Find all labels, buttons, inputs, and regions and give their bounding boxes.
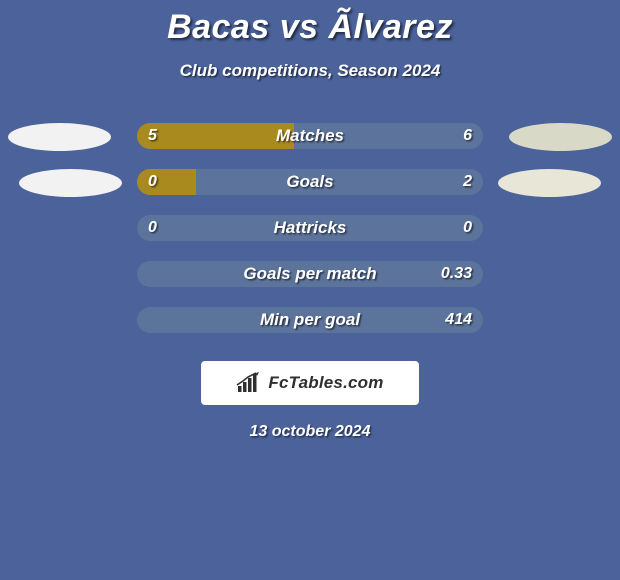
stat-label: Goals per match bbox=[137, 261, 483, 287]
player-left-badge bbox=[19, 169, 122, 197]
stat-value-right: 0.33 bbox=[441, 261, 472, 287]
stat-row: Matches 5 6 bbox=[0, 123, 620, 149]
stat-row: Goals per match 0.33 bbox=[0, 261, 620, 287]
brand-text: FcTables.com bbox=[268, 373, 383, 393]
stat-bar: Matches bbox=[137, 123, 483, 149]
footer-date: 13 october 2024 bbox=[0, 423, 620, 441]
stat-value-right: 6 bbox=[463, 123, 472, 149]
player-left-badge bbox=[8, 123, 111, 151]
stat-value-left: 0 bbox=[148, 169, 157, 195]
stat-label: Matches bbox=[137, 123, 483, 149]
stat-value-left: 5 bbox=[148, 123, 157, 149]
stat-value-left: 0 bbox=[148, 215, 157, 241]
player-right-badge bbox=[498, 169, 601, 197]
stat-bar: Goals per match bbox=[137, 261, 483, 287]
stat-label: Goals bbox=[137, 169, 483, 195]
bar-chart-icon bbox=[236, 372, 262, 394]
stat-label: Hattricks bbox=[137, 215, 483, 241]
stat-row: Hattricks 0 0 bbox=[0, 215, 620, 241]
stat-bar: Min per goal bbox=[137, 307, 483, 333]
stats-block: Matches 5 6 Goals 0 2 Hattricks 0 0 bbox=[0, 123, 620, 333]
stat-value-right: 2 bbox=[463, 169, 472, 195]
stat-label: Min per goal bbox=[137, 307, 483, 333]
page-title: Bacas vs Ãlvarez bbox=[0, 0, 620, 47]
brand-badge: FcTables.com bbox=[201, 361, 419, 405]
stat-bar: Goals bbox=[137, 169, 483, 195]
page-subtitle: Club competitions, Season 2024 bbox=[0, 61, 620, 81]
stat-value-right: 414 bbox=[445, 307, 472, 333]
player-right-badge bbox=[509, 123, 612, 151]
stat-row: Goals 0 2 bbox=[0, 169, 620, 195]
stat-row: Min per goal 414 bbox=[0, 307, 620, 333]
comparison-infographic: Bacas vs Ãlvarez Club competitions, Seas… bbox=[0, 0, 620, 580]
stat-bar: Hattricks bbox=[137, 215, 483, 241]
stat-value-right: 0 bbox=[463, 215, 472, 241]
